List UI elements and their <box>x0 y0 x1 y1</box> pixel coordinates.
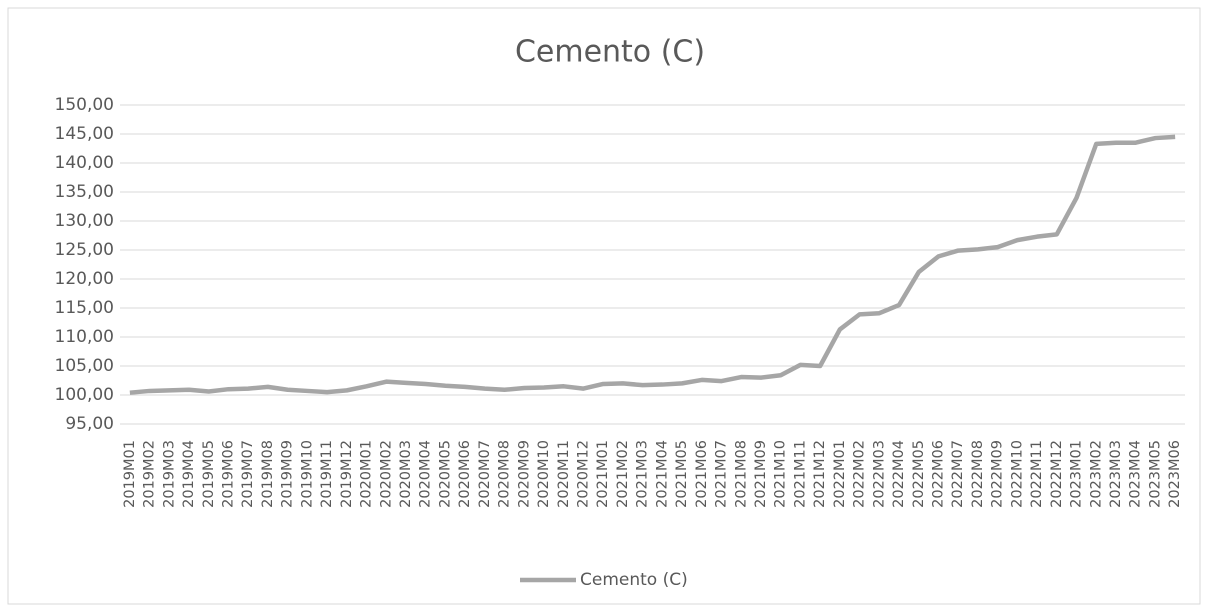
x-tick-label: 2019M02 <box>142 440 158 508</box>
x-tick-label: 2019M04 <box>181 440 197 508</box>
x-tick-label: 2022M10 <box>1009 440 1025 508</box>
x-tick-label: 2020M10 <box>536 440 552 508</box>
x-tick-label: 2022M07 <box>950 440 966 508</box>
x-tick-label: 2022M06 <box>930 440 946 508</box>
x-tick-label: 2020M08 <box>497 440 513 508</box>
x-tick-label: 2023M02 <box>1088 440 1104 508</box>
y-tick-label: 120,00 <box>55 269 114 289</box>
x-tick-label: 2022M09 <box>990 440 1006 508</box>
x-tick-label: 2019M08 <box>260 440 276 508</box>
chart-title: Cemento (C) <box>515 35 705 70</box>
x-tick-label: 2022M04 <box>891 440 907 508</box>
x-tick-label: 2021M09 <box>753 440 769 508</box>
x-tick-label: 2019M05 <box>201 440 217 508</box>
x-tick-label: 2022M02 <box>852 440 868 508</box>
x-tick-label: 2020M07 <box>477 440 493 508</box>
y-tick-label: 150,00 <box>55 95 114 115</box>
x-tick-label: 2022M01 <box>832 440 848 508</box>
x-tick-label: 2022M11 <box>1029 440 1045 508</box>
x-tick-label: 2019M06 <box>220 440 236 508</box>
x-tick-label: 2021M11 <box>792 440 808 508</box>
x-tick-label: 2021M01 <box>595 440 611 508</box>
x-tick-label: 2021M06 <box>694 440 710 508</box>
x-tick-label: 2023M01 <box>1069 440 1085 508</box>
x-tick-label: 2020M11 <box>556 440 572 508</box>
y-tick-label: 140,00 <box>55 153 114 173</box>
x-tick-label: 2020M06 <box>457 440 473 508</box>
x-tick-label: 2023M03 <box>1108 440 1124 508</box>
y-tick-label: 100,00 <box>55 385 114 405</box>
x-tick-label: 2023M04 <box>1128 440 1144 508</box>
x-tick-label: 2019M11 <box>319 440 335 508</box>
x-tick-label: 2020M09 <box>516 440 532 508</box>
y-tick-label: 105,00 <box>55 356 114 376</box>
x-tick-label: 2019M01 <box>122 440 138 508</box>
x-tick-label: 2020M03 <box>398 440 414 508</box>
y-tick-label: 95,00 <box>65 414 114 434</box>
x-tick-label: 2023M06 <box>1167 440 1183 508</box>
x-tick-label: 2020M12 <box>575 440 591 508</box>
x-tick-label: 2019M03 <box>161 440 177 508</box>
x-tick-label: 2019M10 <box>299 440 315 508</box>
y-tick-label: 125,00 <box>55 240 114 260</box>
x-tick-label: 2021M08 <box>733 440 749 508</box>
y-tick-label: 110,00 <box>55 327 114 347</box>
y-tick-label: 115,00 <box>55 298 114 318</box>
x-tick-label: 2022M08 <box>970 440 986 508</box>
x-tick-label: 2021M03 <box>635 440 651 508</box>
x-tick-label: 2021M04 <box>654 440 670 508</box>
x-tick-label: 2021M02 <box>615 440 631 508</box>
x-tick-label: 2022M03 <box>871 440 887 508</box>
chart-border <box>7 7 1201 605</box>
x-tick-label: 2021M07 <box>714 440 730 508</box>
x-tick-label: 2019M09 <box>280 440 296 508</box>
y-tick-label: 130,00 <box>55 211 114 231</box>
x-tick-label: 2021M10 <box>773 440 789 508</box>
x-tick-label: 2020M05 <box>437 440 453 508</box>
x-tick-label: 2020M01 <box>359 440 375 508</box>
x-tick-label: 2022M12 <box>1049 440 1065 508</box>
y-tick-label: 135,00 <box>55 182 114 202</box>
x-tick-label: 2020M02 <box>378 440 394 508</box>
x-tick-label: 2022M05 <box>911 440 927 508</box>
x-tick-label: 2019M07 <box>240 440 256 508</box>
y-tick-label: 145,00 <box>55 124 114 144</box>
x-tick-label: 2019M12 <box>339 440 355 508</box>
x-tick-label: 2023M05 <box>1147 440 1163 508</box>
line-series <box>129 134 1176 395</box>
x-tick-label: 2020M04 <box>418 440 434 508</box>
x-tick-label: 2021M12 <box>812 440 828 508</box>
x-tick-label: 2021M05 <box>674 440 690 508</box>
legend-label: Cemento (C) <box>580 570 688 590</box>
